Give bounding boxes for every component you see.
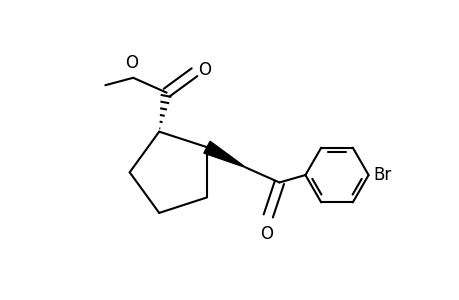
Text: O: O bbox=[124, 54, 138, 72]
Text: Br: Br bbox=[372, 166, 391, 184]
Text: O: O bbox=[259, 225, 272, 243]
Polygon shape bbox=[203, 141, 246, 168]
Text: O: O bbox=[198, 61, 211, 80]
